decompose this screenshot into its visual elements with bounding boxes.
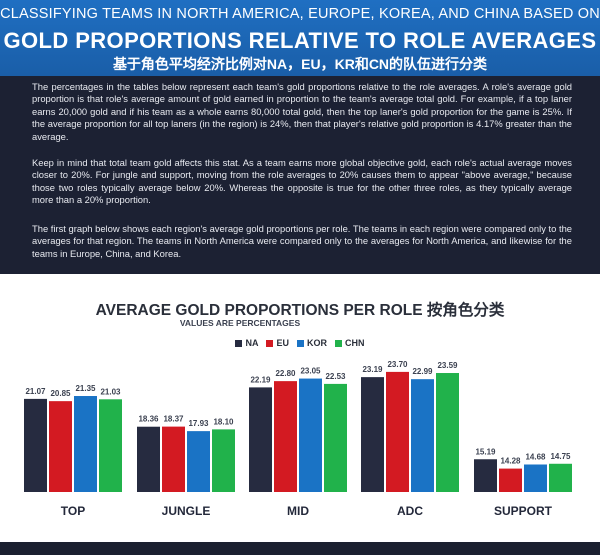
- bar-top-kor: [74, 396, 97, 492]
- bar-value-label: 14.68: [525, 452, 546, 461]
- bar-jungle-kor: [187, 431, 210, 492]
- legend-item-chn: CHN: [335, 338, 365, 348]
- bar-mid-eu: [274, 381, 297, 492]
- chart-subtitle: VALUES ARE PERCENTAGES: [179, 318, 301, 328]
- category-label-top: TOP: [61, 504, 85, 518]
- bar-support-kor: [524, 464, 547, 492]
- legend-label: NA: [245, 338, 259, 348]
- bar-value-label: 20.85: [50, 389, 71, 398]
- bar-value-label: 18.37: [163, 415, 184, 424]
- bar-jungle-na: [137, 426, 160, 492]
- bar-support-eu: [499, 468, 522, 492]
- bar-adc-chn: [436, 373, 459, 492]
- bar-value-label: 15.19: [475, 447, 496, 456]
- intro-paragraph-3: The first graph below shows each region'…: [32, 223, 572, 259]
- bar-adc-na: [361, 377, 384, 492]
- bar-adc-kor: [411, 379, 434, 492]
- bar-jungle-chn: [212, 429, 235, 492]
- footer-band: [0, 542, 600, 555]
- bar-value-label: 22.80: [275, 369, 296, 378]
- header-chinese-title: 基于角色平均经济比例对NA，EU，KR和CN的队伍进行分类: [112, 56, 488, 72]
- bar-value-label: 22.19: [250, 375, 271, 384]
- chart-legend: NA EU KOR CHN: [0, 338, 600, 348]
- bar-value-label: 23.70: [387, 360, 408, 369]
- chart-title: AVERAGE GOLD PROPORTIONS PER ROLE 按角色分类: [95, 302, 505, 319]
- intro-paragraph-1: The percentages in the tables below repr…: [32, 81, 572, 142]
- bar-value-label: 22.99: [412, 367, 433, 376]
- bar-value-label: 21.07: [25, 387, 46, 396]
- bar-mid-kor: [299, 378, 322, 492]
- category-label-jungle: JUNGLE: [162, 504, 211, 518]
- legend-swatch: [235, 339, 243, 347]
- intro-paragraph-2: Keep in mind that total team gold affect…: [32, 157, 572, 206]
- category-label-support: SUPPORT: [494, 504, 553, 518]
- legend-item-na: NA: [235, 338, 258, 348]
- bar-value-label: 23.59: [437, 361, 458, 370]
- intro-text-panel: The percentages in the tables below repr…: [0, 76, 600, 274]
- legend-item-eu: EU: [266, 338, 289, 348]
- header-title: GOLD PROPORTIONS RELATIVE TO ROLE AVERAG…: [3, 28, 597, 53]
- bar-top-chn: [99, 399, 122, 492]
- legend-swatch: [297, 339, 304, 347]
- bar-support-chn: [549, 463, 572, 492]
- bar-value-label: 23.05: [300, 367, 321, 376]
- bar-top-eu: [49, 401, 72, 492]
- bar-support-na: [474, 459, 497, 492]
- header-line-1: CLASSIFYING TEAMS IN NORTH AMERICA, EURO…: [0, 6, 600, 22]
- bar-mid-na: [249, 387, 272, 492]
- legend-item-kor: KOR: [297, 338, 327, 348]
- category-label-mid: MID: [287, 504, 309, 518]
- bar-value-label: 17.93: [188, 419, 209, 428]
- legend-label: CHN: [345, 338, 365, 348]
- bar-adc-eu: [386, 371, 409, 492]
- bar-value-label: 14.28: [500, 457, 521, 466]
- bar-value-label: 21.35: [75, 384, 96, 393]
- legend-label: EU: [276, 338, 289, 348]
- legend-swatch: [266, 339, 274, 347]
- bar-value-label: 22.53: [325, 372, 346, 381]
- bar-jungle-eu: [162, 426, 185, 492]
- legend-swatch: [335, 339, 342, 347]
- bar-mid-chn: [324, 383, 347, 492]
- header-banner: CLASSIFYING TEAMS IN NORTH AMERICA, EURO…: [0, 0, 600, 76]
- bar-value-label: 18.10: [213, 417, 234, 426]
- bar-value-label: 18.36: [138, 415, 159, 424]
- bar-value-label: 14.75: [550, 452, 571, 461]
- bar-value-label: 23.19: [362, 365, 383, 374]
- category-label-adc: ADC: [397, 504, 423, 518]
- bar-value-label: 21.03: [100, 387, 121, 396]
- legend-label: KOR: [307, 338, 327, 348]
- bar-top-na: [24, 398, 47, 492]
